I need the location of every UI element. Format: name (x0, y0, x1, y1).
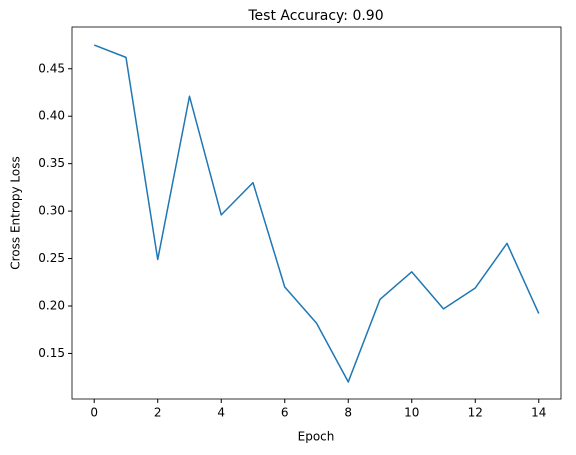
x-tick-label: 6 (281, 406, 289, 420)
line-series (93, 44, 540, 383)
y-tick-label: 0.15 (38, 346, 65, 360)
y-tick-label: 0.40 (38, 109, 65, 123)
y-tick-label: 0.30 (38, 204, 65, 218)
x-tick-label: 2 (154, 406, 162, 420)
y-tick-label: 0.25 (38, 251, 65, 265)
plot-frame (71, 26, 562, 400)
x-tick-label: 10 (404, 406, 419, 420)
x-axis-label: Epoch (298, 430, 335, 444)
y-tick-label: 0.45 (38, 61, 65, 75)
y-axis-label: Cross Entropy Loss (9, 156, 23, 269)
chart-title: Test Accuracy: 0.90 (247, 8, 383, 24)
x-tick-label: 14 (531, 406, 546, 420)
x-tick-label: 4 (217, 406, 225, 420)
x-tick-label: 12 (468, 406, 483, 420)
y-tick-label: 0.20 (38, 299, 65, 313)
x-tick-label: 8 (344, 406, 352, 420)
x-tick-label: 0 (90, 406, 98, 420)
y-tick-label: 0.35 (38, 156, 65, 170)
